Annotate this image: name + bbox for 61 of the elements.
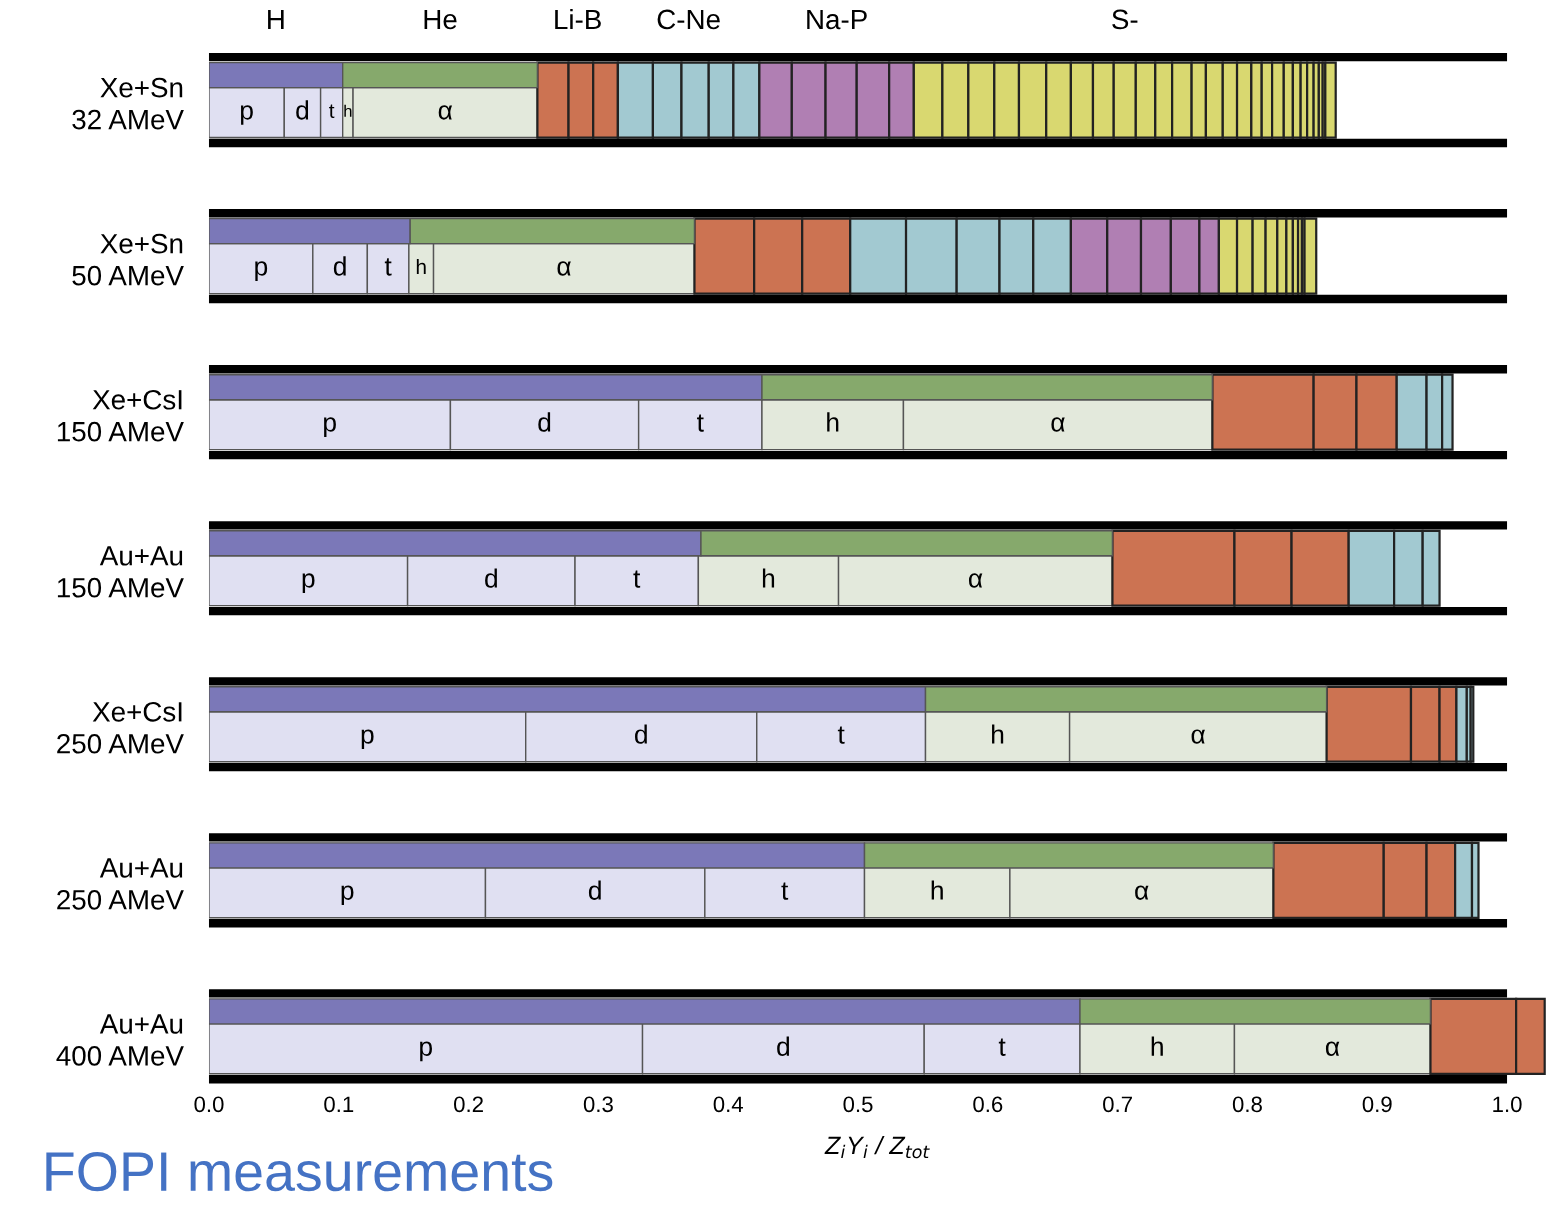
text: h <box>416 258 426 274</box>
text: t <box>633 570 641 588</box>
x-tick-label: 0.7 <box>1103 1096 1132 1113</box>
text: α <box>1051 417 1065 432</box>
x-tick-label: 0.6 <box>973 1096 1003 1113</box>
x-tick-label: 0.5 <box>843 1096 873 1113</box>
series-label: t <box>329 104 335 119</box>
x-tick-label: 0.0 <box>194 1096 224 1113</box>
text: d <box>777 1036 790 1056</box>
annotation: He <box>424 9 457 30</box>
text: p <box>361 729 374 750</box>
text: α <box>438 105 453 120</box>
text: t <box>384 258 392 276</box>
x-tick-label: 1.0 <box>1493 1096 1522 1113</box>
x-tick-label: 0.9 <box>1362 1096 1392 1113</box>
text: t <box>697 414 704 432</box>
annotation: H <box>268 9 284 30</box>
text: p <box>240 105 253 125</box>
text: d <box>538 412 551 432</box>
series-label: α <box>1135 885 1149 900</box>
text: p <box>302 573 315 593</box>
text: h <box>931 880 943 900</box>
text: α <box>557 261 571 276</box>
text: p <box>324 417 336 437</box>
y-tick-label: Au+Au 400 AMeV <box>56 1014 184 1066</box>
y-tick-label: Xe+CsI 150 AMeV <box>57 389 184 442</box>
series-label: p <box>255 261 268 281</box>
annotation: Na-P <box>807 9 867 30</box>
y-tick-label: Xe+Sn 50 AMeV <box>72 233 184 286</box>
text: p <box>420 1041 432 1062</box>
annotation: S- <box>1112 9 1138 30</box>
text: d <box>635 724 647 744</box>
text: h <box>992 724 1004 744</box>
text: h <box>827 412 839 432</box>
text: d <box>588 880 601 900</box>
text: t <box>781 882 789 900</box>
x-tick-label: 0.4 <box>713 1096 743 1113</box>
x-tick-label: 0.3 <box>583 1096 613 1113</box>
annotation: Li-B <box>555 8 601 30</box>
x-tick-label: 0.2 <box>454 1096 483 1113</box>
series-label: d <box>296 100 309 120</box>
y-tick-label: Xe+CsI 250 AMeV <box>57 701 184 754</box>
y-tick-label: Au+Au 150 AMeV <box>57 546 184 598</box>
text: h <box>762 568 775 588</box>
y-tick-label: Xe+Sn 32 AMeV <box>72 77 184 130</box>
y-tick-label: Au+Au 250 AMeV <box>57 858 184 910</box>
annotation: C-Ne <box>657 9 720 30</box>
text: t <box>998 1038 1006 1056</box>
text: d <box>333 256 346 276</box>
text: α <box>1191 729 1205 744</box>
text: t <box>837 726 845 744</box>
text: α <box>1325 1041 1340 1056</box>
text: d <box>485 568 497 588</box>
text: h <box>1151 1036 1163 1056</box>
series-label: h <box>344 104 352 117</box>
x-tick-label: 0.1 <box>324 1096 354 1113</box>
text: α <box>968 573 983 588</box>
x-axis-title: Z$_{i}$Y$_{i}$ / Z$_{tot}$ <box>824 1135 930 1159</box>
x-tick-label: 0.8 <box>1232 1096 1262 1113</box>
text: FOPI measurements <box>46 1151 553 1192</box>
text: p <box>341 885 354 906</box>
